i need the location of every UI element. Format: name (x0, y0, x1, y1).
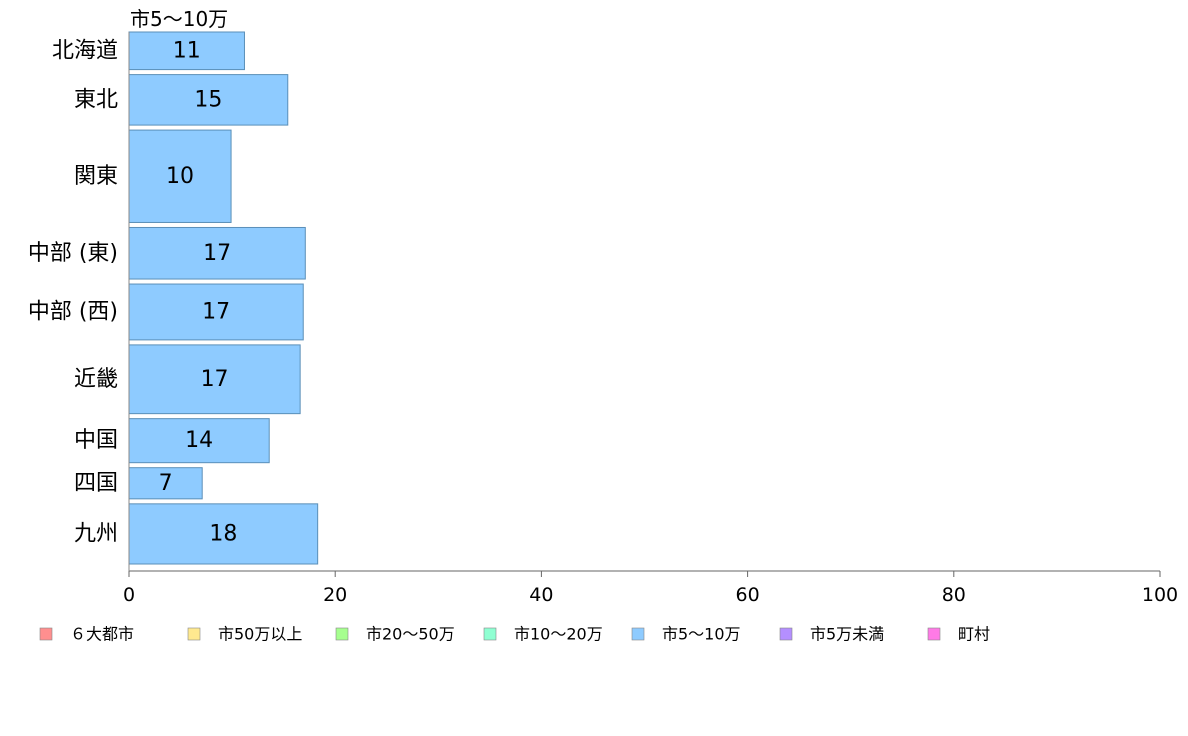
chart-title: 市5〜10万 (130, 7, 228, 31)
bar-value-label: 17 (203, 241, 231, 266)
category-label: 東北 (74, 87, 118, 112)
x-tick-label: 40 (529, 584, 553, 606)
x-tick-label: 60 (736, 584, 760, 606)
legend-label: ６大都市 (70, 625, 134, 644)
bar-value-label: 17 (201, 367, 229, 392)
bar-6 (128, 418, 270, 464)
bar-value-label: 10 (166, 164, 194, 189)
category-label: 中国 (74, 428, 118, 453)
legend-label: 市50万以上 (218, 625, 302, 644)
legend-label: 市10〜20万 (514, 625, 603, 644)
bar-value-label: 11 (173, 38, 201, 63)
legend-label: 市20〜50万 (366, 625, 455, 644)
legend-swatch (483, 627, 497, 641)
bar-value-labels: 11 15 10 17 17 17 14 7 18 (159, 38, 238, 546)
legend-swatch (779, 627, 793, 641)
category-label: 近畿 (74, 367, 118, 392)
bar-0 (128, 31, 245, 71)
bar-3 (128, 226, 306, 280)
category-label: 中部 (西) (28, 299, 118, 324)
x-tick-label: 100 (1142, 584, 1178, 606)
category-label: 北海道 (52, 38, 118, 63)
bar-value-label: 14 (185, 428, 213, 453)
x-tick-label: 0 (123, 584, 135, 606)
legend-label: 町村 (958, 625, 990, 644)
x-tick-label: 20 (323, 584, 347, 606)
legend: ６大都市 市50万以上 市20〜50万 市10〜20万 市5〜10万 市5万未満 町村 (39, 625, 990, 644)
category-label: 中部 (東) (28, 241, 118, 266)
category-label: 九州 (74, 521, 118, 546)
bars (128, 31, 319, 565)
bar-5 (128, 344, 301, 415)
legend-swatch (187, 627, 201, 641)
bar-value-label: 18 (209, 521, 237, 546)
legend-swatch (631, 627, 645, 641)
category-label: 関東 (74, 164, 118, 189)
category-label: 四国 (74, 471, 118, 496)
bar-value-label: 17 (202, 299, 230, 324)
legend-label: 市5万未満 (810, 625, 884, 644)
legend-swatch (927, 627, 941, 641)
x-tick-label: 80 (942, 584, 966, 606)
legend-label: 市5〜10万 (662, 625, 741, 644)
legend-swatch (335, 627, 349, 641)
bar-1 (128, 74, 289, 126)
legend-swatch (39, 627, 53, 641)
bar-4 (128, 283, 304, 341)
x-axis: 0 20 40 60 80 100 (123, 32, 1178, 606)
bar-value-label: 7 (159, 471, 173, 496)
bar-2 (128, 129, 232, 223)
bar-value-label: 15 (194, 87, 222, 112)
